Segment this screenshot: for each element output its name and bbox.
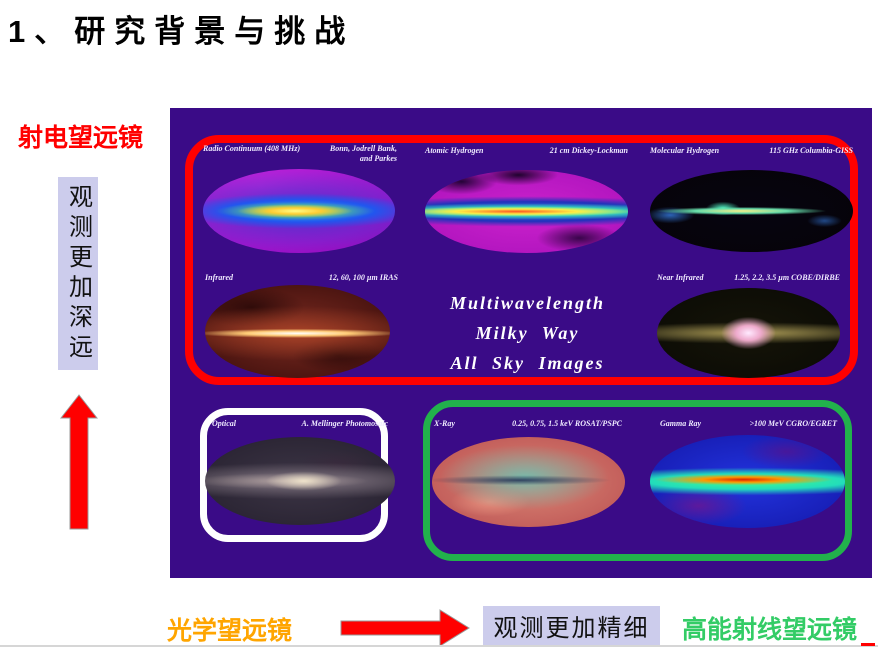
poster-title-line1: Multiwavelength <box>449 293 605 313</box>
panel-name: Radio Continuum (408 MHz) <box>203 144 301 153</box>
sky-map-optical <box>205 437 395 525</box>
sky-map-near-infrared <box>657 288 840 378</box>
panel-name: X-Ray <box>434 419 455 428</box>
high-energy-telescope-label: 高能射线望远镜 <box>682 616 858 644</box>
poster-title: Multiwavelength Milky Way All Sky Images <box>420 288 635 378</box>
panel-name: Gamma Ray <box>660 419 702 428</box>
panel-label-gamma-ray: Gamma Ray >100 MeV CGRO/EGRET <box>660 419 837 429</box>
deeper-observation-note-box: 观测更加深远 <box>58 177 98 370</box>
panel-label-near-infrared: Near Infrared 1.25, 2.2, 3.5 µm COBE/DIR… <box>657 273 840 283</box>
panel-name: Atomic Hydrogen <box>425 146 484 155</box>
radio-group-frame <box>185 135 858 385</box>
sky-map-infrared <box>205 285 390 378</box>
sky-map-atomic-hydrogen <box>425 170 628 253</box>
multiwavelength-poster: Radio Continuum (408 MHz) Bonn, Jodrell … <box>170 108 872 578</box>
panel-detail: 115 GHz Columbia-GISS <box>769 146 853 155</box>
panel-detail: 1.25, 2.2, 3.5 µm COBE/DIRBE <box>734 273 840 282</box>
panel-detail: 12, 60, 100 µm IRAS <box>328 273 398 282</box>
panel-label-optical: Optical A. Mellinger Photomosaic <box>212 419 388 429</box>
poster-title-line2: Milky Way <box>475 323 580 343</box>
panel-label-molecular-hydrogen: Molecular Hydrogen 115 GHz Columbia-GISS <box>650 146 853 156</box>
panel-detail: 21 cm Dickey-Lockman <box>549 146 628 155</box>
sky-map-x-ray <box>432 437 625 527</box>
panel-label-radio-continuum: Radio Continuum (408 MHz) Bonn, Jodrell … <box>203 144 397 164</box>
slide-title: 1、研究背景与挑战 <box>8 14 355 49</box>
panel-detail: >100 MeV CGRO/EGRET <box>749 419 837 428</box>
panel-name: Molecular Hydrogen <box>650 146 720 155</box>
corner-mark <box>861 643 875 646</box>
finer-observation-note-box: 观测更加精细 <box>483 606 660 645</box>
high-energy-group-frame <box>423 400 852 561</box>
right-arrow-icon <box>340 609 470 647</box>
finer-observation-note: 观测更加精细 <box>493 616 650 642</box>
deeper-observation-note: 观测更加深远 <box>64 183 91 364</box>
sky-map-gamma-ray <box>650 435 845 528</box>
panel-detail: Bonn, Jodrell Bank, and Parkes <box>329 144 397 163</box>
panel-detail: 0.25, 0.75, 1.5 keV ROSAT/PSPC <box>512 419 622 428</box>
panel-label-infrared: Infrared 12, 60, 100 µm IRAS <box>205 273 398 283</box>
optical-telescope-label: 光学望远镜 <box>167 617 293 645</box>
poster-title-line3: All Sky Images <box>450 353 605 373</box>
panel-label-atomic-hydrogen: Atomic Hydrogen 21 cm Dickey-Lockman <box>425 146 628 156</box>
radio-telescope-label: 射电望远镜 <box>18 124 144 152</box>
up-arrow-icon <box>60 394 98 530</box>
panel-label-x-ray: X-Ray 0.25, 0.75, 1.5 keV ROSAT/PSPC <box>434 419 622 429</box>
panel-name: Infrared <box>205 273 234 282</box>
panel-name: Optical <box>212 419 236 428</box>
panel-name: Near Infrared <box>657 273 704 282</box>
bottom-divider <box>0 645 878 647</box>
panel-detail: A. Mellinger Photomosaic <box>301 419 388 428</box>
sky-map-molecular-hydrogen <box>650 170 853 252</box>
sky-map-radio-continuum <box>203 169 395 253</box>
